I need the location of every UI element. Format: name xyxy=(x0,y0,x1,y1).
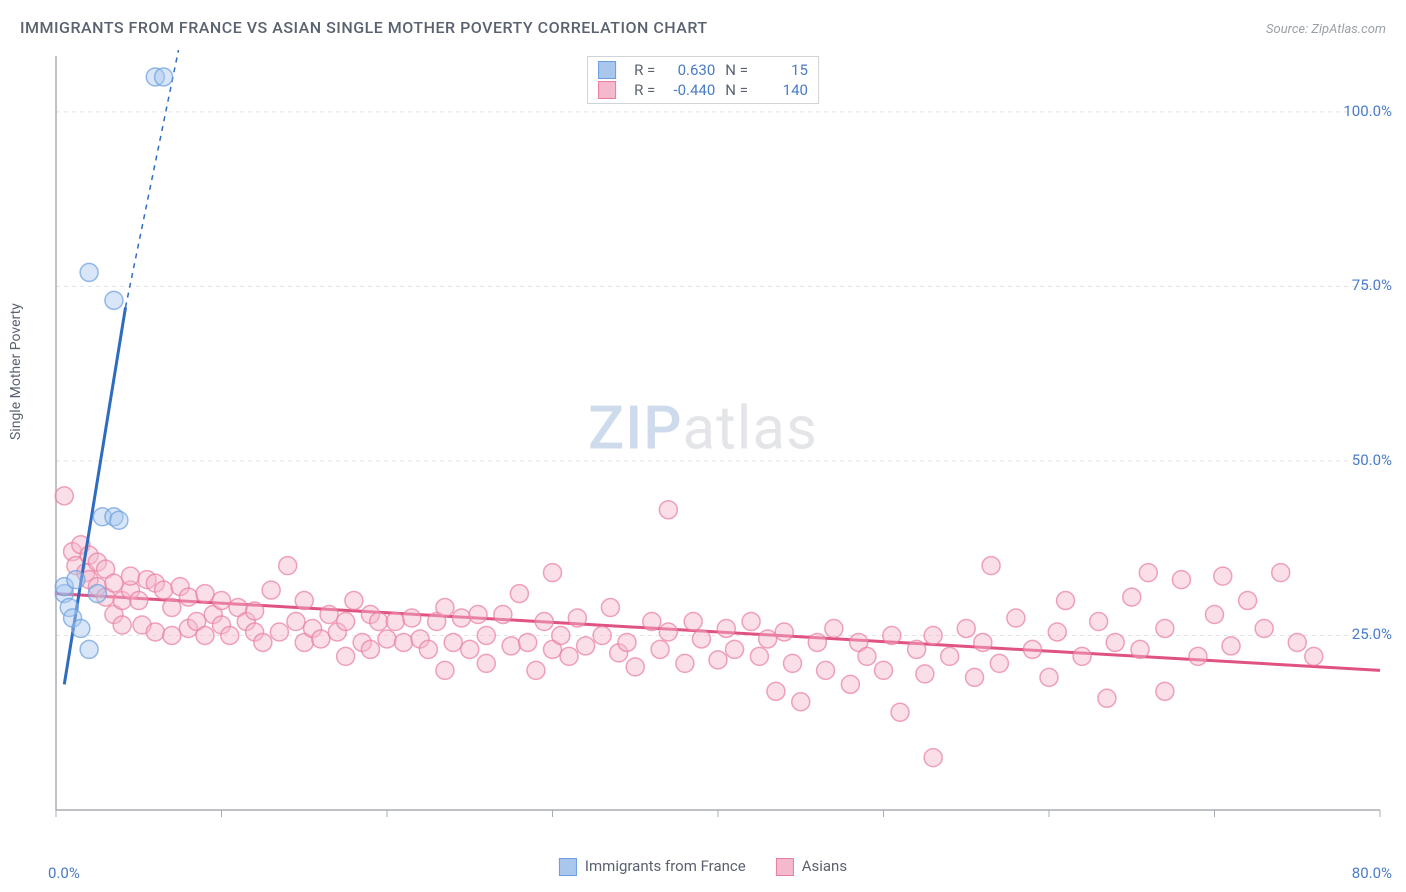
legend-r-value: 0.630 xyxy=(665,61,715,79)
series-legend: Immigrants from France Asians xyxy=(559,857,847,876)
legend-swatch xyxy=(598,81,616,99)
legend-n-value: 140 xyxy=(758,81,808,99)
legend-label: Asians xyxy=(802,857,847,875)
legend-row: R = -0.440 N = 140 xyxy=(598,81,808,99)
series-legend-item: Immigrants from France xyxy=(559,857,746,876)
legend-n-value: 15 xyxy=(758,61,808,79)
legend-n-label: N = xyxy=(725,61,748,79)
y-tick-75: 75.0% xyxy=(1352,276,1392,294)
chart-source: Source: ZipAtlas.com xyxy=(1266,22,1386,37)
legend-swatch xyxy=(559,858,577,876)
legend-r-value: -0.440 xyxy=(665,81,715,99)
legend-swatch xyxy=(598,61,616,79)
y-tick-25: 25.0% xyxy=(1352,625,1392,643)
y-tick-100: 100.0% xyxy=(1343,102,1392,120)
correlation-chart: IMMIGRANTS FROM FRANCE VS ASIAN SINGLE M… xyxy=(0,0,1406,892)
legend-r-label: R = xyxy=(634,61,655,79)
y-axis-label: Single Mother Poverty xyxy=(8,303,24,440)
legend-label: Immigrants from France xyxy=(585,857,746,875)
correlation-legend: R = 0.630 N = 15 R = -0.440 N = 140 xyxy=(587,56,819,104)
series-legend-item: Asians xyxy=(776,857,847,876)
x-tick-0: 0.0% xyxy=(48,864,80,882)
y-tick-50: 50.0% xyxy=(1352,451,1392,469)
x-tick-80: 80.0% xyxy=(1352,864,1392,882)
legend-swatch xyxy=(776,858,794,876)
legend-row: R = 0.630 N = 15 xyxy=(598,61,808,79)
chart-title: IMMIGRANTS FROM FRANCE VS ASIAN SINGLE M… xyxy=(20,18,708,37)
legend-r-label: R = xyxy=(634,81,655,99)
plot-area xyxy=(50,50,1386,830)
legend-n-label: N = xyxy=(725,81,748,99)
